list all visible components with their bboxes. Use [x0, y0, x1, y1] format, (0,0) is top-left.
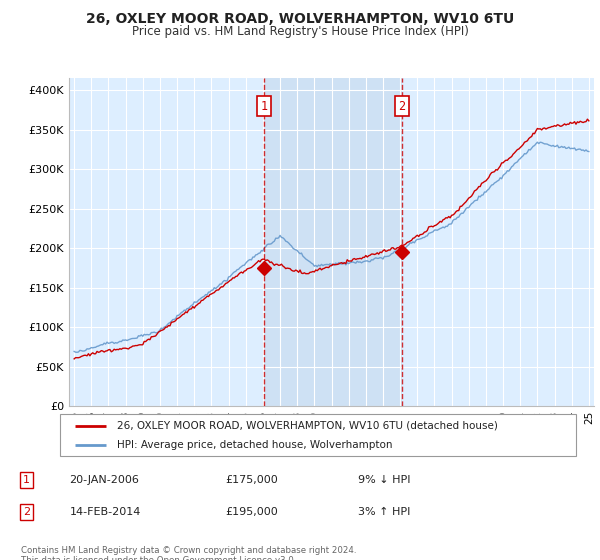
Text: £195,000: £195,000	[225, 507, 278, 517]
Text: 9% ↓ HPI: 9% ↓ HPI	[358, 475, 410, 485]
Text: 26, OXLEY MOOR ROAD, WOLVERHAMPTON, WV10 6TU (detached house): 26, OXLEY MOOR ROAD, WOLVERHAMPTON, WV10…	[117, 421, 497, 431]
Text: 3% ↑ HPI: 3% ↑ HPI	[358, 507, 410, 517]
Text: 20-JAN-2006: 20-JAN-2006	[70, 475, 139, 485]
FancyBboxPatch shape	[60, 414, 576, 456]
Text: 1: 1	[260, 100, 267, 113]
Bar	[264, 78, 402, 406]
Text: £175,000: £175,000	[225, 475, 278, 485]
Text: Price paid vs. HM Land Registry's House Price Index (HPI): Price paid vs. HM Land Registry's House …	[131, 25, 469, 38]
Text: 2: 2	[398, 100, 406, 113]
Text: Contains HM Land Registry data © Crown copyright and database right 2024.
This d: Contains HM Land Registry data © Crown c…	[21, 546, 356, 560]
Text: HPI: Average price, detached house, Wolverhampton: HPI: Average price, detached house, Wolv…	[117, 440, 392, 450]
Text: 2: 2	[23, 507, 30, 517]
Text: 1: 1	[23, 475, 30, 485]
Text: 26, OXLEY MOOR ROAD, WOLVERHAMPTON, WV10 6TU: 26, OXLEY MOOR ROAD, WOLVERHAMPTON, WV10…	[86, 12, 514, 26]
Text: 14-FEB-2014: 14-FEB-2014	[70, 507, 141, 517]
